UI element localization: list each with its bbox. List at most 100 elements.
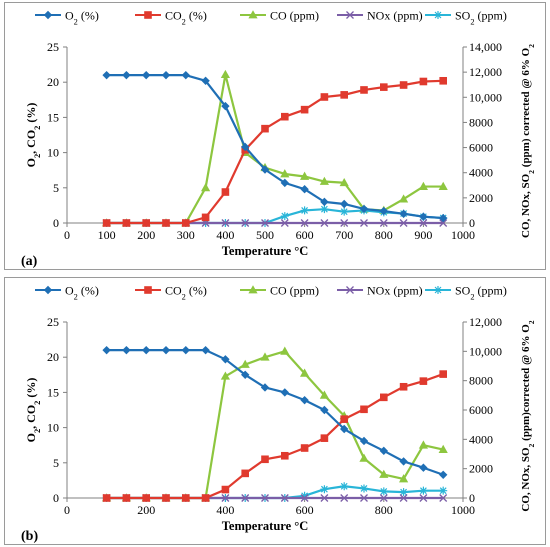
series-co2-point — [221, 485, 230, 494]
y-left-tick-label: 0 — [53, 216, 59, 230]
x-tick-label: 0 — [64, 503, 70, 517]
series-o2-point — [161, 345, 171, 355]
series-o2-point — [122, 345, 131, 355]
legend-item-o2: O2 (%) — [35, 9, 99, 26]
x-tick-label: 700 — [335, 228, 353, 242]
legend-marker — [346, 11, 354, 19]
series-co-point — [399, 194, 409, 203]
series-co-point — [339, 177, 349, 187]
series-nox-point — [221, 494, 230, 502]
series-co2-point — [122, 219, 131, 227]
y-left-tick-label: 20 — [47, 75, 59, 89]
series-co-point — [418, 440, 428, 449]
x-tick-label: 300 — [177, 228, 195, 242]
series-o2-point — [439, 470, 448, 479]
y-right-tick-label: 6000 — [469, 403, 493, 417]
x-tick-label: 1000 — [451, 503, 475, 517]
legend-label: CO2 (%) — [165, 9, 207, 27]
series-o2-point — [300, 185, 309, 194]
series-co2-point — [340, 91, 348, 99]
series-co2-point — [281, 112, 289, 121]
legend-label: CO (ppm) — [270, 9, 319, 23]
y-right-tick-label: 14,000 — [469, 40, 502, 54]
series-o2-point — [260, 383, 270, 392]
legend-marker — [248, 10, 258, 19]
legend-marker — [43, 285, 53, 295]
y-right-tick-label: 12,000 — [469, 315, 502, 329]
series-co2-line — [106, 373, 444, 500]
x-axis-title: Temperature °C — [222, 244, 309, 258]
series-co2-point — [281, 451, 289, 460]
series-co-line — [106, 73, 444, 225]
y-right-tick-label: 4000 — [469, 432, 493, 446]
series-so2-point — [320, 485, 329, 494]
series-nox-point — [399, 219, 408, 227]
series-co-point — [300, 368, 310, 377]
series-so2-point — [439, 486, 448, 495]
x-tick-label: 500 — [256, 228, 274, 242]
series-so2-point — [340, 207, 349, 216]
series-o2-point — [280, 388, 289, 397]
legend-marker — [434, 286, 442, 294]
series-o2-b — [102, 345, 448, 479]
series-o2-point — [221, 355, 230, 364]
y-left-tick-label: 0 — [53, 491, 59, 505]
series-co2-point — [439, 76, 447, 85]
series-o2-point — [142, 345, 151, 355]
series-so2-point — [419, 486, 428, 495]
panel-label: (a) — [21, 254, 38, 269]
x-tick-label: 800 — [375, 503, 393, 517]
series-nox-point — [340, 219, 349, 227]
legend-item-o2: O2 (%) — [35, 284, 99, 302]
series-o2-point — [201, 345, 210, 355]
series-co-b — [102, 346, 448, 502]
series-co-point — [260, 352, 270, 361]
x-tick-label: 0 — [64, 228, 70, 242]
series-co2-point — [419, 77, 428, 86]
series-co2-point — [201, 494, 210, 502]
legend-label: NOx (ppm) — [367, 284, 423, 298]
series-o2-point — [399, 457, 408, 466]
series-nox-point — [221, 219, 230, 227]
legend-label: CO (ppm) — [270, 284, 319, 298]
legend-label: NOx (ppm) — [367, 9, 423, 23]
panel-label: (b) — [21, 529, 38, 544]
series-o2-point — [320, 405, 329, 415]
legend-marker — [346, 286, 354, 294]
series-co2-point — [142, 494, 150, 502]
series-co-point — [201, 183, 211, 192]
x-tick-label: 800 — [375, 228, 393, 242]
series-so2-point — [399, 488, 408, 497]
series-nox-point — [340, 494, 349, 502]
series-o2-point — [300, 395, 309, 405]
series-nox-point — [399, 494, 408, 502]
legend-label: SO2 (ppm) — [455, 284, 507, 302]
series-o2-line — [106, 74, 444, 220]
y-right-tick-label: 0 — [469, 216, 475, 230]
chart-panel-a: O2 (%) CO2 (%) CO (ppm) NOx (ppm) SO2 (ppm) 0… — [4, 2, 546, 270]
y-right-tick-label: 10,000 — [469, 90, 502, 104]
series-so2-line — [106, 485, 444, 500]
series-o2-point — [122, 70, 131, 80]
series-nox-point — [320, 494, 329, 502]
series-o2-point — [419, 463, 428, 472]
x-tick-label: 200 — [137, 503, 155, 517]
series-nox-point — [261, 219, 269, 227]
series-o2-point — [102, 345, 111, 355]
y-right-tick-label: 2000 — [469, 191, 493, 205]
series-o2-point — [201, 76, 210, 85]
x-tick-label: 900 — [414, 228, 432, 242]
y-left-axis-title: O2, CO2 (%) — [24, 378, 42, 443]
series-co2-point — [419, 377, 428, 385]
legend-marker — [248, 285, 258, 294]
series-co2-point — [399, 382, 408, 391]
series-co-point — [319, 390, 329, 399]
series-co2-point — [102, 219, 111, 227]
series-co2-a — [102, 76, 447, 227]
series-nox-point — [360, 494, 368, 502]
series-o2-point — [142, 70, 151, 80]
legend-item-nox: NOx (ppm) — [337, 9, 423, 23]
series-nox-point — [360, 219, 368, 227]
legend-label: O2 (%) — [65, 284, 99, 302]
series-co-point — [319, 176, 329, 185]
